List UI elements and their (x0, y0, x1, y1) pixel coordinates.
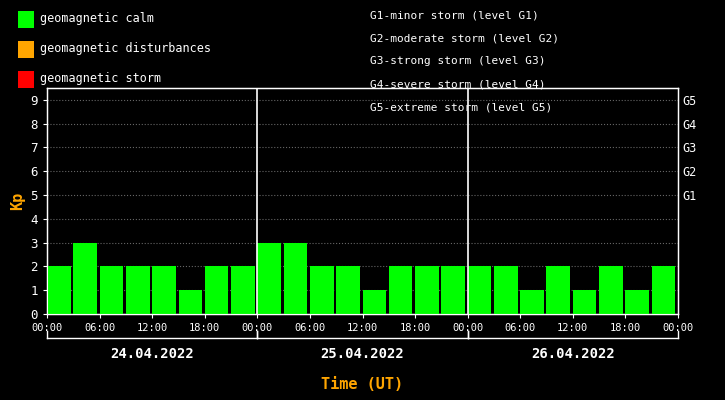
Text: 25.04.2022: 25.04.2022 (320, 347, 405, 361)
Y-axis label: Kp: Kp (10, 192, 25, 210)
Bar (573, 290, 597, 314)
Bar (625, 290, 649, 314)
Bar (310, 266, 334, 314)
Text: G2-moderate storm (level G2): G2-moderate storm (level G2) (370, 33, 559, 43)
Text: geomagnetic disturbances: geomagnetic disturbances (40, 42, 211, 55)
Text: G4-severe storm (level G4): G4-severe storm (level G4) (370, 80, 545, 90)
Bar (336, 266, 360, 314)
Bar (283, 243, 307, 314)
Text: 24.04.2022: 24.04.2022 (110, 347, 194, 361)
Bar (599, 266, 623, 314)
Bar (652, 266, 675, 314)
Text: G1-minor storm (level G1): G1-minor storm (level G1) (370, 10, 539, 20)
Bar (389, 266, 413, 314)
Bar (178, 290, 202, 314)
Bar (362, 290, 386, 314)
Text: 26.04.2022: 26.04.2022 (531, 347, 615, 361)
Text: G3-strong storm (level G3): G3-strong storm (level G3) (370, 56, 545, 66)
Bar (257, 243, 281, 314)
Bar (204, 266, 228, 314)
Bar (152, 266, 176, 314)
Bar (520, 290, 544, 314)
Bar (547, 266, 570, 314)
Bar (99, 266, 123, 314)
Bar (468, 266, 492, 314)
Bar (494, 266, 518, 314)
Text: Time (UT): Time (UT) (321, 377, 404, 392)
Bar (126, 266, 149, 314)
Text: G5-extreme storm (level G5): G5-extreme storm (level G5) (370, 103, 552, 113)
Text: geomagnetic storm: geomagnetic storm (40, 72, 161, 85)
Bar (231, 266, 254, 314)
Bar (442, 266, 465, 314)
Bar (415, 266, 439, 314)
Bar (47, 266, 71, 314)
Bar (73, 243, 97, 314)
Text: geomagnetic calm: geomagnetic calm (40, 12, 154, 25)
